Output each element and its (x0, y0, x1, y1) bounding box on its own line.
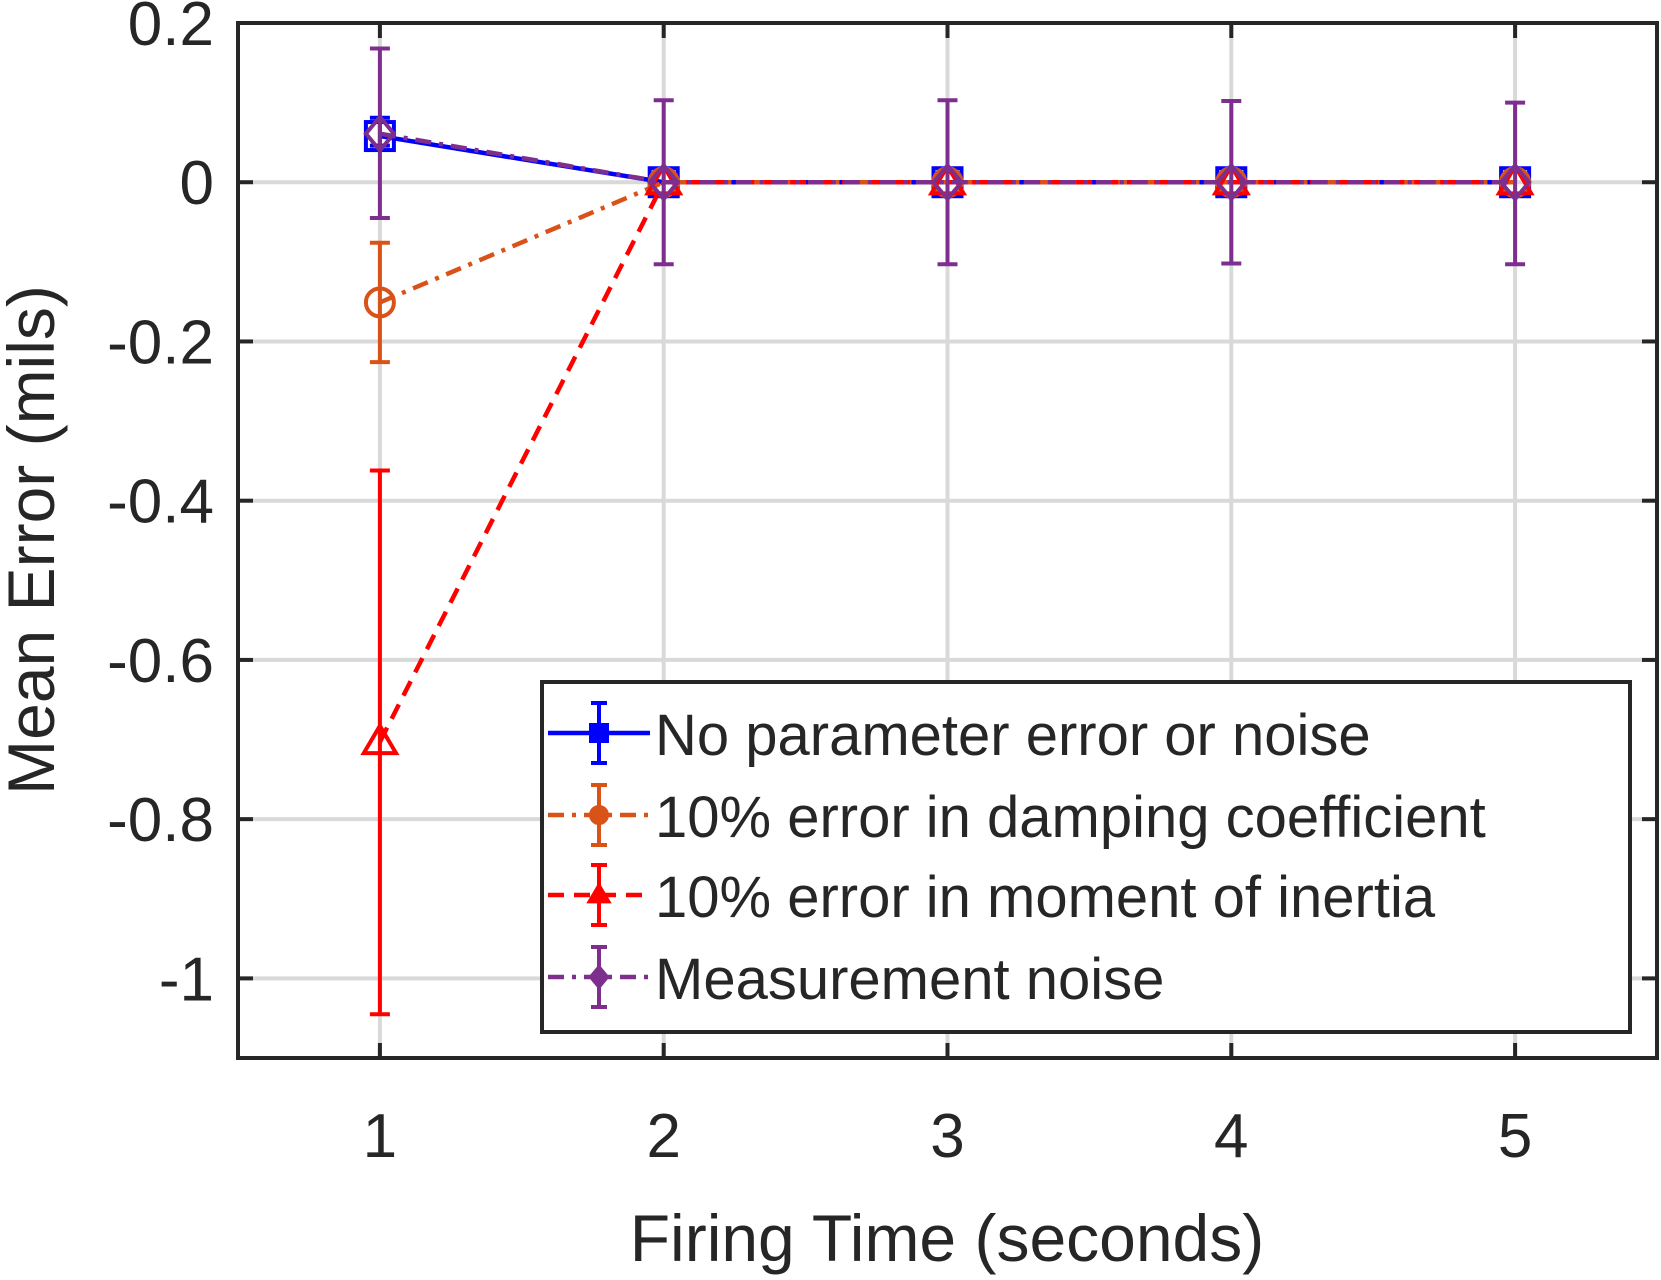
series-4 (363, 46, 1532, 267)
x-tick-label: 5 (1498, 1102, 1532, 1171)
series-line (379, 179, 1516, 305)
y-tick-label: -0.8 (107, 786, 214, 855)
legend-entry: Measurement noise (548, 945, 1164, 1012)
data-point (1214, 162, 1248, 203)
legend-marker (589, 805, 609, 825)
data-point (363, 286, 396, 319)
legend-entry: 10% error in moment of inertia (548, 863, 1436, 930)
y-axis-label: Mean Error (mils) (0, 285, 68, 795)
legend-label: No parameter error or noise (655, 703, 1371, 768)
y-tick-label: 0 (180, 149, 214, 218)
x-tick-label: 2 (646, 1102, 680, 1171)
y-tick-label: -0.2 (107, 308, 214, 377)
legend-entry: No parameter error or noise (548, 701, 1371, 768)
legend-entry: 10% error in damping coefficient (548, 783, 1486, 850)
legend: No parameter error or noise 10% error in … (540, 680, 1632, 1034)
legend-label: Measurement noise (655, 947, 1164, 1012)
y-tick-label: -0.6 (107, 627, 214, 696)
x-axis-label: Firing Time (seconds) (630, 1201, 1265, 1275)
series-line (379, 131, 1516, 185)
x-tick-label: 1 (363, 1102, 397, 1171)
legend-marker (588, 964, 610, 990)
legend-marker (589, 723, 609, 743)
data-point (1498, 162, 1532, 203)
legend-label: 10% error in damping coefficient (655, 785, 1486, 850)
legend-marker (586, 881, 612, 904)
data-point (647, 162, 681, 203)
data-point (360, 721, 400, 756)
data-point (363, 113, 397, 154)
x-tick-label: 3 (930, 1102, 964, 1171)
y-tick-label: -0.4 (107, 468, 214, 537)
y-tick-label: 0.2 (128, 0, 214, 59)
legend-label: 10% error in moment of inertia (655, 865, 1436, 930)
series-layer (360, 46, 1535, 1017)
legend-box (540, 680, 1632, 1034)
y-tick-label: -1 (159, 945, 214, 1014)
x-tick-label: 4 (1214, 1102, 1248, 1171)
x-tick-labels: 1 2 3 4 5 (363, 1102, 1533, 1171)
data-point (930, 162, 965, 203)
tick-marks (238, 21, 1657, 1058)
y-tick-labels: -1 -0.8 -0.6 -0.4 -0.2 0 0.2 (107, 0, 214, 1014)
